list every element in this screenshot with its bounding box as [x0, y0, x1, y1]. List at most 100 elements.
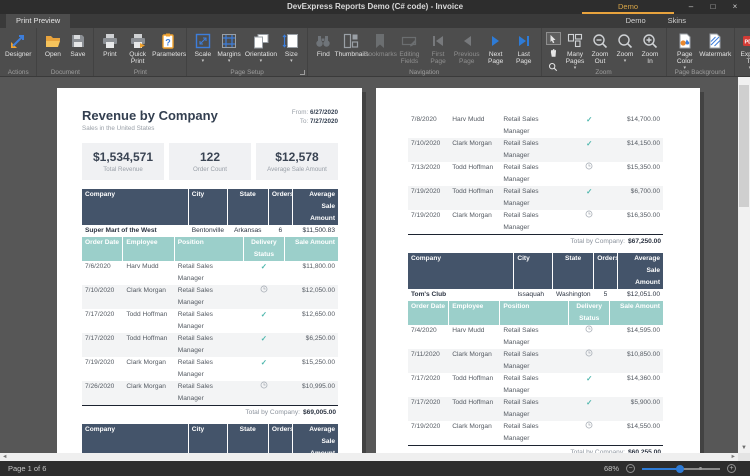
report-subtitle: Sales in the United States: [82, 125, 155, 132]
header-cell: City: [188, 189, 227, 225]
tab-print-preview[interactable]: Print Preview: [6, 14, 71, 28]
maximize-button[interactable]: □: [710, 2, 716, 11]
employee-cell: Clark Morgan: [452, 140, 492, 147]
pending-clock-icon: [585, 421, 593, 431]
zoom-icon: [618, 34, 633, 49]
previous-page-button[interactable]: Previous Page: [452, 30, 481, 65]
hand-tool-button[interactable]: [546, 46, 561, 59]
vertical-scrollbar-thumb[interactable]: [739, 85, 749, 207]
tab-skins[interactable]: Skins: [667, 16, 686, 25]
order-date-cell: 7/10/2020: [85, 287, 115, 294]
find-button[interactable]: Find: [311, 30, 336, 58]
total-value: $60,255.00: [627, 449, 661, 453]
horizontal-scrollbar[interactable]: ◄ ►: [0, 453, 738, 461]
dropdown-caret-icon: ▾: [748, 65, 750, 72]
next-page-button[interactable]: Next Page: [481, 30, 509, 65]
bookmarks-button[interactable]: Bookmarks: [364, 30, 397, 58]
header-cell: State: [553, 253, 594, 289]
employee-cell: Todd Hoffman: [126, 335, 168, 342]
sale-amount-cell: $14,360.00: [627, 375, 661, 382]
header-cell: Average Sale Amount: [617, 253, 664, 289]
watermark-button[interactable]: Watermark: [699, 30, 731, 58]
dropdown-caret-icon: ▾: [290, 58, 293, 65]
sale-amount-cell: $11,800.00: [302, 263, 335, 270]
quick-print-button[interactable]: Quick Print: [122, 30, 153, 65]
scroll-down-arrow-icon[interactable]: ▼: [741, 445, 747, 451]
header-cell: Company: [82, 424, 188, 453]
company-cell: Super Mart of the West: [85, 227, 157, 234]
position-cell: Retail Sales Manager: [503, 212, 539, 231]
size-button[interactable]: Size ▾: [279, 30, 304, 65]
zoom-in-button[interactable]: Zoom In: [638, 30, 663, 65]
print-button[interactable]: Print: [97, 30, 122, 58]
scale-button[interactable]: Scale ▾: [190, 30, 215, 64]
last-page-icon: [518, 36, 529, 46]
magnifier-tool-button[interactable]: [546, 60, 561, 73]
statusbar: Page 1 of 6 68% − +: [0, 461, 750, 476]
summary-card: $12,578 Average Sale Amount: [256, 143, 338, 180]
total-label: Total by Company:: [245, 409, 300, 416]
last-page-button[interactable]: Last Page: [510, 30, 538, 65]
open-button[interactable]: Open: [40, 30, 65, 58]
position-cell: Retail Sales Manager: [503, 116, 539, 135]
orientation-button[interactable]: Orientation ▾: [243, 30, 279, 64]
employee-cell: Clark Morgan: [452, 423, 492, 430]
group-total-row: Total by Company: $69,005.00: [82, 405, 338, 419]
thumbnails-button[interactable]: Thumbnails: [335, 30, 369, 58]
sale-amount-cell: $14,595.00: [627, 327, 661, 334]
zoom-slider[interactable]: [642, 464, 720, 473]
employee-cell: Clark Morgan: [452, 351, 492, 358]
employee-cell: Harv Mudd: [126, 263, 159, 270]
save-button[interactable]: Save: [65, 30, 90, 58]
order-date-cell: 7/6/2020: [85, 263, 111, 270]
scroll-left-arrow-icon[interactable]: ◄: [2, 454, 8, 460]
pointer-cursor-icon: [550, 34, 556, 43]
zoom-out-stepper[interactable]: −: [626, 464, 635, 473]
open-folder-icon: [45, 36, 60, 47]
editing-fields-button[interactable]: Editing Fields: [395, 30, 424, 65]
parameters-button[interactable]: ? Parameters: [152, 30, 186, 58]
close-button[interactable]: ×: [732, 2, 738, 11]
sale-amount-cell: $12,050.00: [301, 287, 335, 294]
zoom-in-stepper[interactable]: +: [727, 464, 736, 473]
delivery-status-cell: ✓: [244, 261, 284, 285]
report-title: Revenue by Company: [82, 108, 218, 123]
employee-cell: Clark Morgan: [452, 212, 492, 219]
header-cell: Company: [82, 189, 188, 225]
zoom-percentage: 68%: [603, 464, 619, 473]
many-pages-button[interactable]: Many Pages ▾: [563, 30, 588, 71]
ribbon: Designer Actions Open Save Document Prin…: [0, 28, 750, 77]
page-color-icon: [679, 33, 691, 49]
zoom-out-button[interactable]: Zoom Out: [588, 30, 613, 65]
summary-card-label: Total Revenue: [103, 166, 143, 173]
titlebar: DevExpress Reports Demo (C# code) - Invo…: [0, 0, 750, 14]
delivered-check-icon: ✓: [586, 115, 593, 124]
vertical-scrollbar[interactable]: ▼: [738, 77, 750, 453]
pointer-tool-button[interactable]: [545, 32, 561, 45]
detail-row: 7/19/2020 Clark Morgan Retail Sales Manage…: [408, 210, 663, 234]
minimize-button[interactable]: –: [688, 2, 694, 11]
designer-button[interactable]: Designer: [3, 30, 33, 58]
order-date-cell: 7/8/2020: [411, 116, 437, 123]
magnifier-icon: [548, 62, 558, 71]
tab-demo[interactable]: Demo: [625, 16, 646, 25]
detail-table-header: Order Date Employee Position Delivery Statu…: [408, 301, 664, 325]
zoom-slider-thumb[interactable]: [676, 465, 684, 473]
page-setup-dialog-launcher[interactable]: [299, 70, 305, 75]
margins-button[interactable]: Margins ▾: [215, 30, 242, 64]
delivered-check-icon: ✓: [260, 358, 268, 367]
detail-row: 7/17/2020 Todd Hoffman Retail Sales Manage…: [408, 373, 663, 397]
total-value: $67,250.00: [627, 238, 661, 245]
detail-row: 7/13/2020 Todd Hoffman Retail Sales Manage…: [408, 162, 663, 186]
delivery-status-cell: [569, 325, 609, 349]
export-to-button[interactable]: PDF Export To ▾: [738, 30, 750, 72]
page-color-button[interactable]: Page Color ▾: [670, 30, 701, 71]
first-page-button[interactable]: First Page: [424, 30, 452, 65]
position-cell: Retail Sales Manager: [503, 164, 539, 183]
titlebar-demo-tab[interactable]: Demo: [582, 0, 674, 14]
bookmark-icon: [375, 34, 384, 48]
scroll-right-arrow-icon[interactable]: ►: [730, 454, 736, 460]
delivered-check-icon: ✓: [260, 310, 268, 319]
zoom-button[interactable]: Zoom ▾: [613, 30, 638, 64]
average-cell: $12,051.00: [627, 291, 661, 298]
